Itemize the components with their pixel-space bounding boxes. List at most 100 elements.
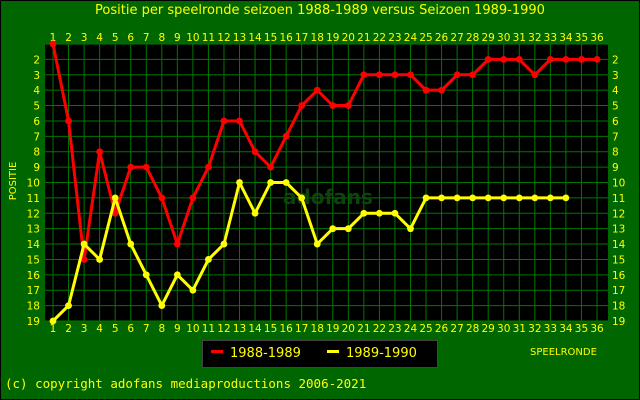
y-tick-right: 5 <box>612 101 619 113</box>
data-point-1988-1989 <box>251 148 259 156</box>
data-point-1988-1989 <box>282 132 290 140</box>
x-tick-bottom: 16 <box>279 323 293 335</box>
x-tick-bottom: 24 <box>404 323 418 335</box>
x-tick-top: 31 <box>513 32 526 44</box>
x-tick-top: 13 <box>233 32 246 44</box>
y-tick-left: 6 <box>33 116 40 128</box>
x-tick-bottom: 25 <box>419 323 432 335</box>
x-tick-bottom: 23 <box>388 323 401 335</box>
data-point-1988-1989 <box>515 55 523 63</box>
x-tick-top: 35 <box>575 32 588 44</box>
y-tick-right: 9 <box>612 162 619 174</box>
x-tick-top: 5 <box>112 32 119 44</box>
data-point-1989-1990 <box>111 194 119 202</box>
x-tick-bottom: 35 <box>575 323 588 335</box>
y-tick-left: 9 <box>33 162 40 174</box>
y-tick-right: 6 <box>612 116 619 128</box>
x-tick-top: 4 <box>96 32 103 44</box>
data-point-1988-1989 <box>111 209 119 217</box>
x-tick-top: 3 <box>81 32 88 44</box>
y-tick-left: 13 <box>27 224 40 236</box>
data-point-1988-1989 <box>236 117 243 125</box>
data-point-1988-1989 <box>158 194 166 202</box>
data-point-1989-1990 <box>80 240 88 248</box>
data-point-1989-1990 <box>500 194 508 202</box>
x-tick-bottom: 20 <box>342 323 355 335</box>
x-tick-bottom: 27 <box>450 323 463 335</box>
x-tick-top: 14 <box>248 32 262 44</box>
x-tick-bottom: 34 <box>559 323 573 335</box>
x-tick-top: 11 <box>202 32 215 44</box>
data-point-1989-1990 <box>360 209 368 217</box>
y-tick-right: 13 <box>612 224 625 236</box>
legend-label-1988-1989: 1988-1989 <box>230 346 301 361</box>
y-tick-right: 8 <box>612 147 619 159</box>
x-tick-top: 12 <box>217 32 230 44</box>
data-point-1988-1989 <box>484 55 492 63</box>
data-point-1988-1989 <box>205 163 212 171</box>
data-point-1988-1989 <box>562 55 570 63</box>
y-tick-left: 10 <box>27 178 40 190</box>
data-point-1989-1990 <box>407 225 414 233</box>
data-point-1989-1990 <box>127 240 135 248</box>
y-tick-right: 7 <box>612 131 619 143</box>
data-point-1988-1989 <box>593 55 601 63</box>
data-point-1988-1989 <box>531 71 539 79</box>
y-tick-right: 14 <box>612 239 626 251</box>
data-point-1989-1990 <box>236 179 243 186</box>
x-tick-top: 8 <box>158 32 165 44</box>
y-tick-right: 2 <box>612 54 619 66</box>
y-tick-right: 4 <box>612 85 619 97</box>
x-tick-bottom: 28 <box>466 323 479 335</box>
y-tick-right: 15 <box>612 254 625 266</box>
data-point-1989-1990 <box>282 179 290 186</box>
data-point-1988-1989 <box>220 117 228 125</box>
data-point-1989-1990 <box>142 271 150 279</box>
data-point-1989-1990 <box>49 317 57 325</box>
x-tick-top: 28 <box>466 32 479 44</box>
x-tick-top: 9 <box>174 32 181 44</box>
data-point-1988-1989 <box>376 71 383 79</box>
x-tick-top: 36 <box>590 32 604 44</box>
y-tick-left: 19 <box>27 316 40 328</box>
data-point-1989-1990 <box>173 271 181 279</box>
data-point-1989-1990 <box>267 179 274 186</box>
data-point-1989-1990 <box>298 194 306 202</box>
x-tick-bottom: 9 <box>174 323 181 335</box>
y-tick-left: 7 <box>33 131 40 143</box>
data-point-1988-1989 <box>313 86 321 94</box>
data-point-1988-1989 <box>469 71 477 79</box>
x-tick-bottom: 5 <box>112 323 119 335</box>
series-layer <box>49 40 601 325</box>
y-tick-left: 14 <box>27 239 41 251</box>
data-point-1988-1989 <box>189 194 197 202</box>
legend-swatch-1989-1990 <box>327 350 339 353</box>
x-tick-bottom: 8 <box>158 323 165 335</box>
data-point-1989-1990 <box>453 194 461 202</box>
y-tick-right: 11 <box>612 193 625 205</box>
x-tick-bottom: 14 <box>248 323 262 335</box>
legend-entry-1989-1990: 1989-1990 <box>327 346 417 362</box>
y-tick-right: 17 <box>612 285 625 297</box>
data-point-1988-1989 <box>298 102 306 109</box>
data-point-1988-1989 <box>422 86 430 94</box>
x-tick-bottom: 1 <box>50 323 57 335</box>
data-point-1988-1989 <box>49 40 57 48</box>
data-point-1988-1989 <box>438 86 445 94</box>
y-tick-left: 11 <box>27 193 40 205</box>
y-tick-left: 2 <box>33 54 40 66</box>
data-point-1989-1990 <box>96 256 104 263</box>
data-point-1989-1990 <box>65 302 72 310</box>
x-tick-top: 16 <box>279 32 293 44</box>
y-axis-label: POSITIE <box>8 161 19 201</box>
x-tick-bottom: 7 <box>143 323 150 335</box>
data-point-1989-1990 <box>531 194 539 202</box>
x-tick-top: 26 <box>435 32 449 44</box>
x-tick-bottom: 15 <box>264 323 277 335</box>
x-tick-bottom: 29 <box>482 323 495 335</box>
x-tick-bottom: 26 <box>435 323 449 335</box>
x-tick-bottom: 22 <box>373 323 386 335</box>
x-tick-bottom: 2 <box>65 323 72 335</box>
tick-labels: 1122334455667788991010111112121313141415… <box>27 32 626 335</box>
